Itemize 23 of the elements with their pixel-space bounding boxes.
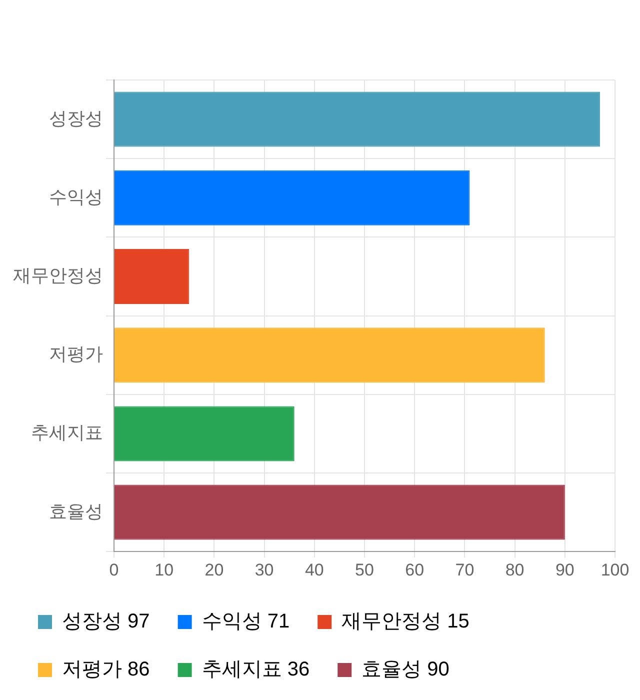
y-tick-label: 수익성 [49, 186, 103, 207]
y-tick-label: 재무안정성 [13, 265, 103, 286]
x-tick-label: 50 [355, 560, 374, 580]
x-tick-label: 70 [455, 560, 474, 580]
x-tick-label: 60 [405, 560, 424, 580]
y-tick-label: 효율성 [49, 501, 103, 522]
y-tick-label: 성장성 [49, 108, 103, 128]
x-tick-label: 80 [505, 560, 524, 580]
x-tick-label: 20 [204, 560, 224, 580]
x-tick-label: 0 [109, 560, 119, 580]
x-tick-label: 10 [154, 560, 174, 580]
x-tick-label: 100 [600, 560, 630, 580]
legend-label: 수익성 71 [202, 610, 290, 633]
legend-label: 추세지표 36 [202, 658, 310, 681]
x-tick-label: 40 [304, 560, 324, 580]
legend-label: 재무안정성 15 [342, 610, 470, 633]
legend-label: 저평가 86 [62, 658, 150, 681]
y-tick-label: 추세지표 [31, 422, 103, 443]
x-tick-label: 30 [254, 560, 274, 580]
y-tick-label: 저평가 [49, 344, 103, 364]
legend-label: 효율성 90 [362, 658, 450, 681]
x-tick-label: 90 [555, 560, 574, 580]
legend-label: 성장성 97 [62, 610, 150, 633]
